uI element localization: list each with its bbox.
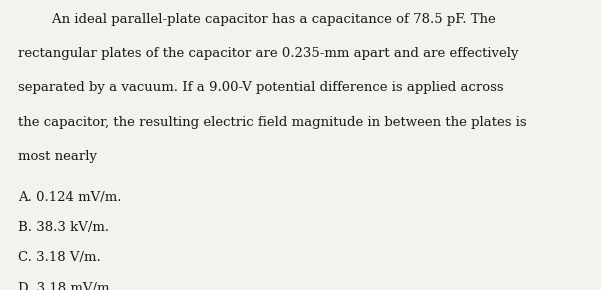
Text: B. 38.3 kV/m.: B. 38.3 kV/m. xyxy=(18,221,109,234)
Text: A. 0.124 mV/m.: A. 0.124 mV/m. xyxy=(18,191,121,204)
Text: D. 3.18 mV/m.: D. 3.18 mV/m. xyxy=(18,282,114,290)
Text: the capacitor, the resulting electric field magnitude in between the plates is: the capacitor, the resulting electric fi… xyxy=(18,116,526,129)
Text: C. 3.18 V/m.: C. 3.18 V/m. xyxy=(18,251,101,264)
Text: separated by a vacuum. If a 9.00-V potential difference is applied across: separated by a vacuum. If a 9.00-V poten… xyxy=(18,81,504,95)
Text: An ideal parallel-plate capacitor has a capacitance of 78.5 pF. The: An ideal parallel-plate capacitor has a … xyxy=(18,13,496,26)
Text: most nearly: most nearly xyxy=(18,150,97,163)
Text: rectangular plates of the capacitor are 0.235-mm apart and are effectively: rectangular plates of the capacitor are … xyxy=(18,47,519,60)
